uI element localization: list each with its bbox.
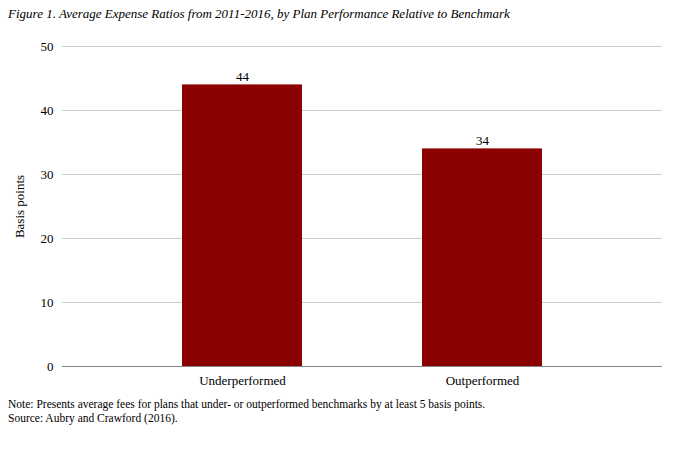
svg-text:Outperformed: Outperformed xyxy=(446,373,520,388)
svg-text:Underperformed: Underperformed xyxy=(199,373,286,388)
svg-text:50: 50 xyxy=(41,39,54,54)
svg-text:34: 34 xyxy=(476,133,490,148)
svg-text:44: 44 xyxy=(236,69,250,84)
svg-text:0: 0 xyxy=(47,359,54,374)
svg-text:10: 10 xyxy=(41,295,54,310)
html-text:Figure 1. Average Expense Rati: Figure 1. Average Expense Ratios from 20… xyxy=(8,6,510,21)
svg-text:40: 40 xyxy=(41,103,54,118)
html-text:Note: Presents average fees fo: Note: Presents average fees for plans th… xyxy=(8,398,486,410)
svg-text:30: 30 xyxy=(41,167,54,182)
html-text:Source: Aubry and Crawford (20: Source: Aubry and Crawford (2016). xyxy=(8,412,178,424)
svg-text:20: 20 xyxy=(41,231,54,246)
svg-text:Basis points: Basis points xyxy=(12,175,27,238)
